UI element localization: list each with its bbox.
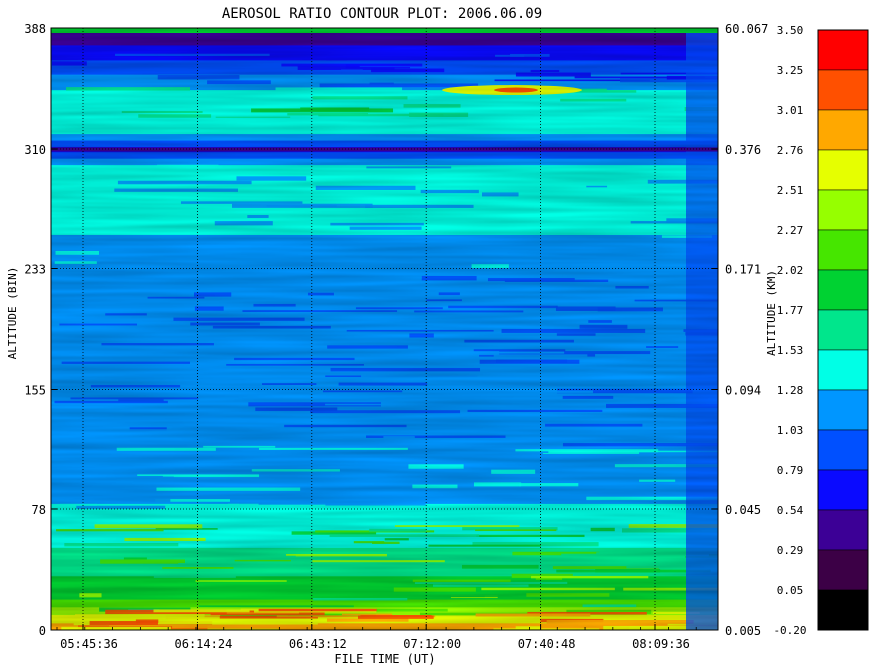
colorbar-tick-label: 0.54 <box>777 504 804 517</box>
colorbar-tick-label: 1.53 <box>777 344 804 357</box>
colorbar-tick-label: 3.50 <box>777 24 804 37</box>
colorbar-cell <box>817 509 869 551</box>
colorbar-cell <box>817 549 869 591</box>
colorbar-cell <box>817 389 869 431</box>
y-tick-label-right: 0.376 <box>725 143 761 157</box>
y-tick-label-left: 0 <box>39 624 46 638</box>
y-tick-label-right: 60.067 <box>725 22 768 36</box>
colorbar-tick-label: 1.03 <box>777 424 804 437</box>
colorbar-cell <box>817 349 869 391</box>
x-tick-label: 06:14:24 <box>175 637 233 651</box>
y-tick-label-right: 0.171 <box>725 262 761 276</box>
colorbar-tick-label: 1.28 <box>777 384 804 397</box>
x-tick-label: 08:09:36 <box>632 637 690 651</box>
y-tick-label-left: 310 <box>24 143 46 157</box>
colorbar-cell <box>817 469 869 511</box>
colorbar-cell <box>817 29 869 71</box>
x-tick-label: 06:43:12 <box>289 637 347 651</box>
colorbar-cell <box>817 149 869 191</box>
y-tick-label-left: 155 <box>24 384 46 398</box>
y-tick-label-left: 388 <box>24 22 46 36</box>
colorbar-tick-label: 2.27 <box>777 224 804 237</box>
colorbar-cell <box>817 429 869 471</box>
y-tick-label-left: 78 <box>32 503 46 517</box>
y-tick-label-left: 233 <box>24 262 46 276</box>
colorbar-tick-label: 2.02 <box>777 264 804 277</box>
colorbar-tick-label: 1.77 <box>777 304 804 317</box>
colorbar-tick-label: 3.01 <box>777 104 804 117</box>
colorbar-tick-label: 0.05 <box>777 584 804 597</box>
x-tick-label: 07:40:48 <box>518 637 576 651</box>
colorbar-tick-label: 3.25 <box>777 64 804 77</box>
x-tick-label: 05:45:36 <box>60 637 118 651</box>
colorbar-cell <box>817 269 869 311</box>
y-axis-left-label: ALTITUDE (BIN) <box>6 267 19 360</box>
colorbar-tick-label: 0.79 <box>777 464 804 477</box>
y-axis-right-label: ALTITUDE (KM) <box>765 270 778 356</box>
y-axis-right: 0.005 0.045 0.094 0.171 0.376 60.067 <box>712 22 768 638</box>
colorbar-cell <box>817 109 869 151</box>
colorbar-tick-label: 2.51 <box>777 184 804 197</box>
colorbar-cell <box>817 309 869 351</box>
plot-area <box>51 28 718 630</box>
y-tick-label-right: 0.094 <box>725 384 761 398</box>
colorbar-frame <box>817 29 869 631</box>
colorbar-cell <box>817 69 869 111</box>
y-axis-left: 0 78 155 233 310 388 <box>24 22 57 638</box>
y-tick-label-right: 0.045 <box>725 503 761 517</box>
colorbar-tick-label: -0.20 <box>773 624 806 637</box>
colorbar: 3.50 3.25 3.01 2.76 2.51 2.27 2.02 1.77 1.53 1.28… <box>773 24 869 637</box>
colorbar-cell <box>817 589 869 631</box>
x-tick-label: 07:12:00 <box>403 637 461 651</box>
chart-title: AEROSOL RATIO CONTOUR PLOT: 2006.06.09 <box>222 6 542 22</box>
x-axis-label: FILE TIME (UT) <box>334 652 435 666</box>
colorbar-tick-label: 2.76 <box>777 144 804 157</box>
y-tick-label-right: 0.005 <box>725 624 761 638</box>
x-axis: 05:45:36 06:14:24 06:43:12 07:12:00 07:40:48… <box>56 624 697 651</box>
colorbar-tick-label: 0.29 <box>777 544 804 557</box>
plot-frame <box>50 27 719 631</box>
grid-lines <box>51 28 718 630</box>
colorbar-cell <box>817 189 869 231</box>
texture-overlay <box>51 28 718 630</box>
colorbar-cell <box>817 229 869 271</box>
